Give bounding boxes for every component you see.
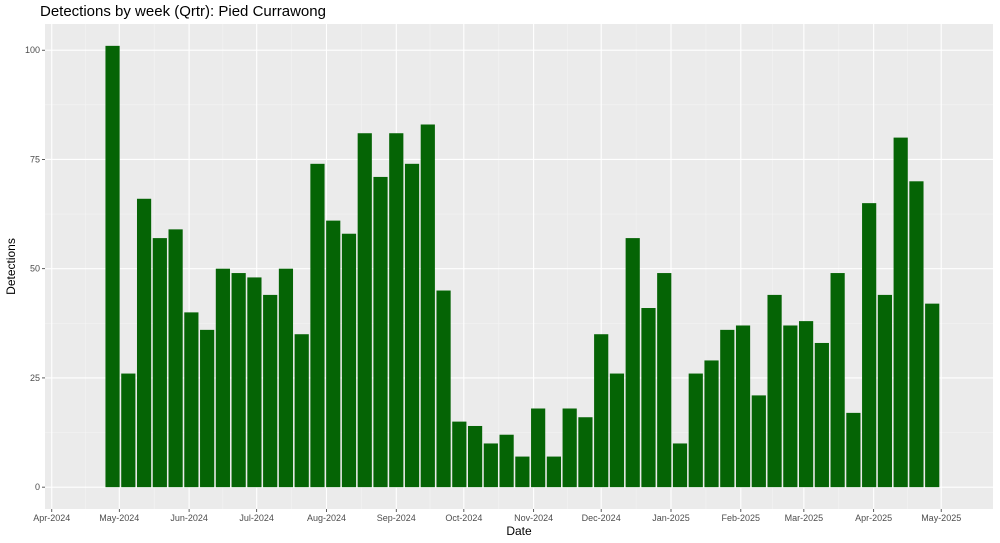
x-tick-label: Mar-2025 — [785, 513, 824, 523]
bar — [594, 334, 609, 488]
y-tick-label: 100 — [25, 45, 40, 55]
bar — [909, 181, 924, 488]
bar — [609, 373, 625, 488]
bar — [341, 233, 357, 488]
bar — [326, 220, 341, 488]
bar — [720, 329, 735, 488]
x-tick-label: Oct-2024 — [445, 513, 482, 523]
bar — [168, 229, 183, 488]
bar — [799, 321, 814, 488]
bar — [389, 133, 404, 488]
bar — [578, 417, 593, 488]
bar — [136, 198, 152, 488]
bar — [215, 268, 230, 488]
bar — [357, 133, 372, 488]
bar — [704, 360, 719, 488]
bar — [625, 238, 640, 488]
y-tick-label: 75 — [30, 154, 40, 164]
bar — [200, 329, 215, 488]
bar — [247, 277, 262, 488]
x-tick-label: Apr-2024 — [33, 513, 70, 523]
x-tick-label: Jan-2025 — [652, 513, 690, 523]
bar — [294, 334, 309, 488]
bar — [373, 176, 388, 488]
bar — [152, 238, 167, 488]
bar — [231, 273, 246, 488]
bar — [278, 268, 294, 488]
x-tick-label: Sep-2024 — [377, 513, 416, 523]
bar — [263, 294, 278, 488]
x-tick-label: May-2024 — [99, 513, 139, 523]
bar — [562, 408, 577, 488]
axes: 0 25 50 75 100 Apr-2024 May-2024 Jun-2024 Jul-20… — [25, 45, 961, 523]
x-tick-label: Aug-2024 — [307, 513, 346, 523]
bar — [546, 456, 561, 488]
y-tick-label: 0 — [35, 482, 40, 492]
bar — [531, 408, 546, 488]
bar — [846, 412, 861, 488]
bar — [499, 434, 514, 488]
bar — [452, 421, 467, 488]
bar — [767, 294, 782, 488]
bar — [515, 456, 530, 488]
x-tick-label: Feb-2025 — [722, 513, 761, 523]
bar — [657, 273, 672, 488]
x-tick-label: Apr-2025 — [855, 513, 892, 523]
x-tick-label: Dec-2024 — [582, 513, 621, 523]
bar — [877, 294, 893, 488]
y-tick-label: 50 — [30, 264, 40, 274]
y-axis-title: Detections — [4, 238, 18, 295]
bar — [641, 308, 656, 488]
bar — [483, 443, 498, 488]
bar — [467, 425, 483, 488]
bar — [310, 163, 325, 488]
x-tick-label: Nov-2024 — [514, 513, 553, 523]
y-tick-label: 25 — [30, 373, 40, 383]
x-tick-label: Jun-2024 — [170, 513, 208, 523]
chart-title: Detections by week (Qrtr): Pied Currawon… — [40, 3, 326, 20]
bar — [830, 273, 845, 488]
bar — [121, 373, 136, 488]
bar-series — [105, 45, 940, 488]
bar — [925, 303, 940, 488]
bar — [672, 443, 688, 488]
bar — [862, 203, 877, 488]
bar — [893, 137, 908, 488]
bar — [436, 290, 451, 488]
bar — [735, 325, 751, 488]
bar — [420, 124, 435, 488]
bar — [814, 342, 829, 488]
bar — [751, 395, 766, 488]
bar — [184, 312, 199, 488]
bar — [404, 163, 420, 488]
x-axis-title: Date — [506, 524, 532, 538]
bar — [783, 325, 798, 488]
bar — [688, 373, 703, 488]
x-tick-label: May-2025 — [921, 513, 961, 523]
x-tick-label: Jul-2024 — [239, 513, 274, 523]
bar — [105, 45, 120, 488]
